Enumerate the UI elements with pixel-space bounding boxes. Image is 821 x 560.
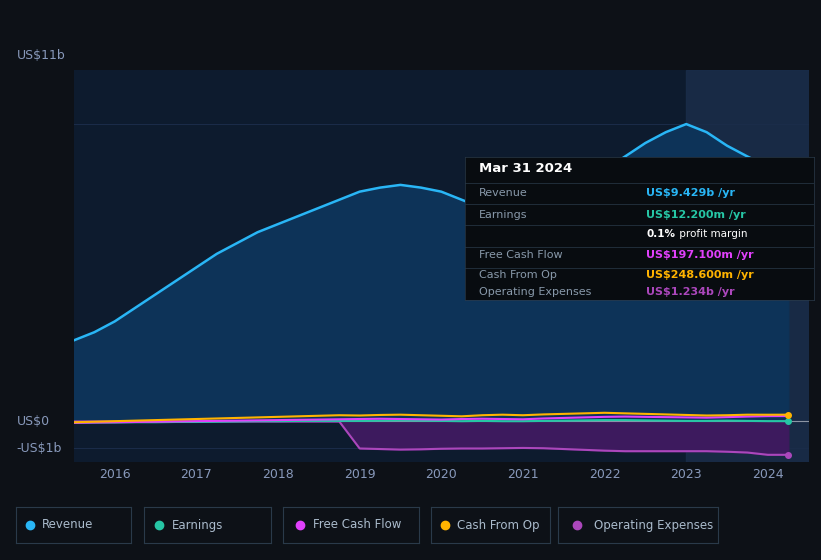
Text: Free Cash Flow: Free Cash Flow [479,250,562,260]
Text: profit margin: profit margin [676,229,747,239]
Bar [686,70,809,462]
Text: US$12.200m /yr: US$12.200m /yr [646,209,745,220]
Text: Cash From Op: Cash From Op [479,269,557,279]
Text: Earnings: Earnings [172,519,223,531]
Text: US$0: US$0 [16,415,49,428]
Text: Cash From Op: Cash From Op [457,519,539,531]
Text: Mar 31 2024: Mar 31 2024 [479,162,572,175]
Text: Operating Expenses: Operating Expenses [594,519,713,531]
Text: Revenue: Revenue [479,188,527,198]
Text: US$248.600m /yr: US$248.600m /yr [646,269,754,279]
Text: US$197.100m /yr: US$197.100m /yr [646,250,754,260]
Text: Operating Expenses: Operating Expenses [479,287,591,297]
Text: US$9.429b /yr: US$9.429b /yr [646,188,735,198]
Text: Revenue: Revenue [42,519,93,531]
Text: Free Cash Flow: Free Cash Flow [313,519,401,531]
Text: -US$1b: -US$1b [16,442,62,455]
Text: US$1.234b /yr: US$1.234b /yr [646,287,735,297]
Text: US$11b: US$11b [16,49,65,62]
Text: 0.1%: 0.1% [646,229,675,239]
Text: Earnings: Earnings [479,209,527,220]
